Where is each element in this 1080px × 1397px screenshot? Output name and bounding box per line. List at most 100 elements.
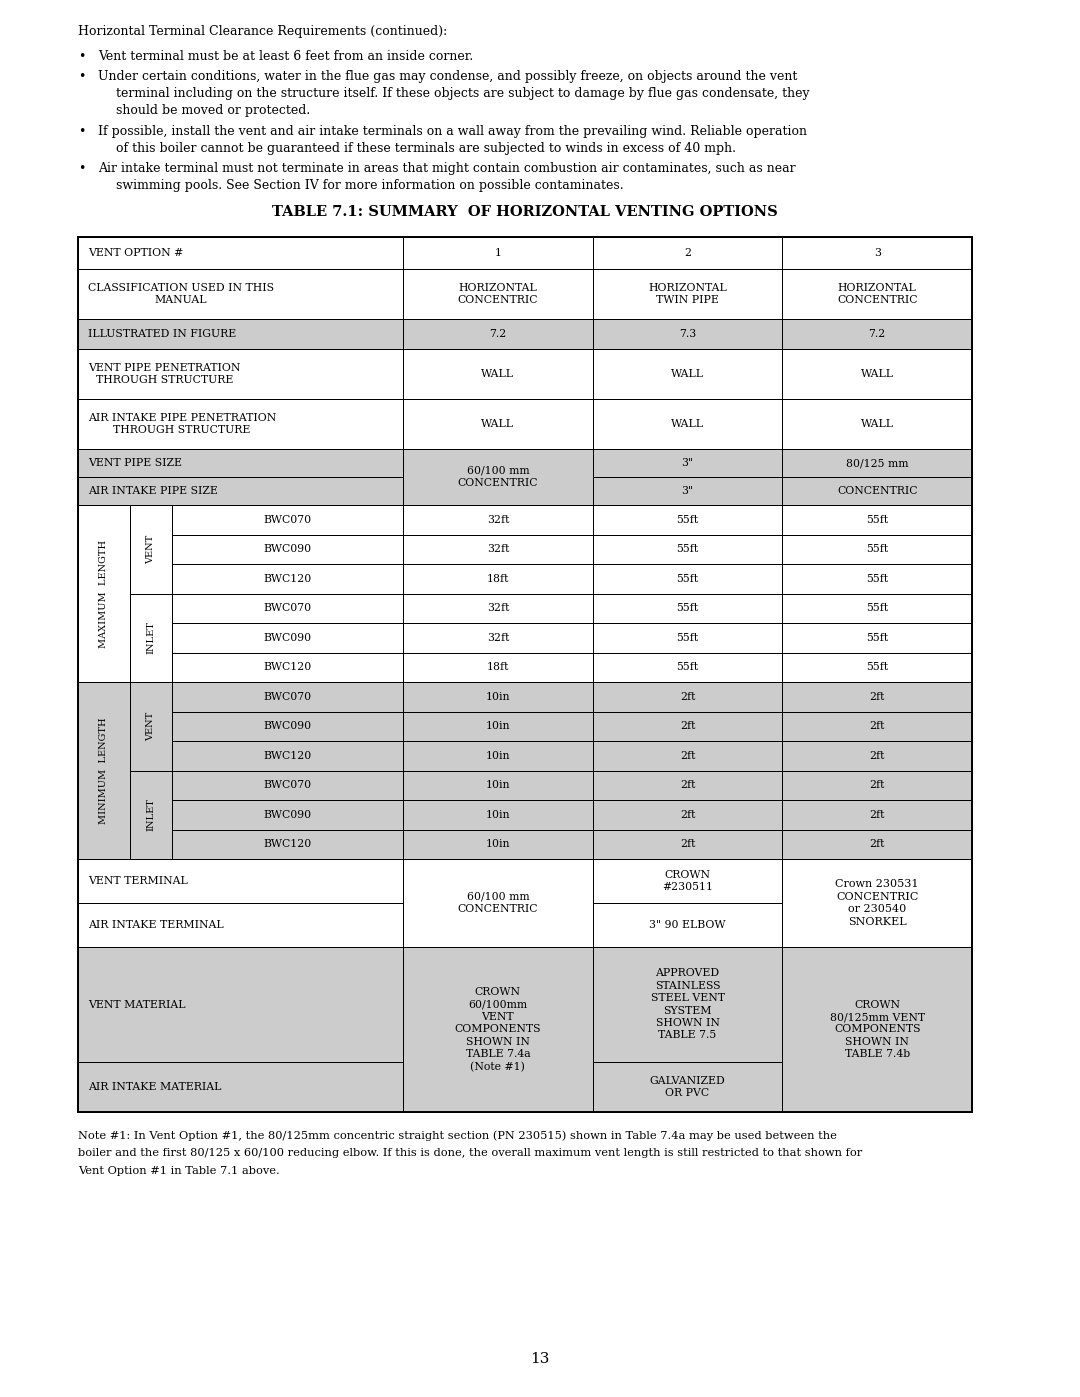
Text: AIR INTAKE PIPE PENETRATION
THROUGH STRUCTURE: AIR INTAKE PIPE PENETRATION THROUGH STRU… (87, 412, 276, 436)
Text: BWC120: BWC120 (264, 662, 312, 672)
Text: 1: 1 (495, 249, 501, 258)
Text: HORIZONTAL
CONCENTRIC: HORIZONTAL CONCENTRIC (458, 282, 538, 305)
Text: boiler and the first 80/125 x 60/100 reducing elbow. If this is done, the overal: boiler and the first 80/125 x 60/100 red… (78, 1148, 862, 1158)
Bar (593, 1062, 782, 1112)
Text: 55ft: 55ft (676, 574, 699, 584)
Bar (130, 771, 172, 859)
Text: BWC120: BWC120 (264, 750, 312, 761)
Bar (782, 947, 972, 1112)
Bar (403, 830, 593, 859)
Text: 2ft: 2ft (679, 810, 696, 820)
Bar (593, 830, 782, 859)
Bar (593, 476, 782, 504)
Text: 55ft: 55ft (676, 604, 699, 613)
Text: 10in: 10in (486, 840, 510, 849)
Bar (782, 740, 972, 771)
Text: AIR INTAKE PIPE SIZE: AIR INTAKE PIPE SIZE (87, 486, 218, 496)
Text: HORIZONTAL
CONCENTRIC: HORIZONTAL CONCENTRIC (837, 282, 917, 305)
Text: AIR INTAKE TERMINAL: AIR INTAKE TERMINAL (87, 921, 224, 930)
Text: 2ft: 2ft (869, 692, 885, 701)
Text: Vent terminal must be at least 6 feet from an inside corner.: Vent terminal must be at least 6 feet fr… (98, 50, 473, 63)
Text: CLASSIFICATION USED IN THIS
MANUAL: CLASSIFICATION USED IN THIS MANUAL (87, 282, 274, 305)
Text: CROWN
60/100mm
VENT
COMPONENTS
SHOWN IN
TABLE 7.4a
(Note #1): CROWN 60/100mm VENT COMPONENTS SHOWN IN … (455, 988, 541, 1071)
Text: 55ft: 55ft (866, 514, 888, 525)
Bar (782, 800, 972, 830)
Bar (172, 711, 403, 740)
Text: 10in: 10in (486, 721, 510, 731)
Text: 80/125 mm: 80/125 mm (846, 458, 908, 468)
Bar (172, 682, 403, 711)
Bar (782, 476, 972, 504)
Text: 3: 3 (874, 249, 880, 258)
Text: WALL: WALL (482, 369, 514, 379)
Text: •: • (78, 162, 85, 175)
Text: 3": 3" (681, 458, 693, 468)
Text: BWC120: BWC120 (264, 574, 312, 584)
Text: 10in: 10in (486, 750, 510, 761)
Text: 55ft: 55ft (676, 514, 699, 525)
Bar (593, 800, 782, 830)
Text: Crown 230531
CONCENTRIC
or 230540
SNORKEL: Crown 230531 CONCENTRIC or 230540 SNORKE… (836, 879, 919, 926)
Text: 2ft: 2ft (679, 781, 696, 791)
Text: Vent Option #1 in Table 7.1 above.: Vent Option #1 in Table 7.1 above. (78, 1166, 280, 1176)
Text: 2ft: 2ft (869, 810, 885, 820)
Text: 7.2: 7.2 (868, 330, 886, 339)
Text: should be moved or protected.: should be moved or protected. (116, 103, 310, 117)
Text: CROWN
#230511: CROWN #230511 (662, 870, 713, 893)
Bar (593, 448, 782, 476)
Text: BWC090: BWC090 (264, 545, 311, 555)
Text: 2ft: 2ft (869, 781, 885, 791)
Text: WALL: WALL (861, 369, 893, 379)
Text: VENT OPTION #: VENT OPTION # (87, 249, 184, 258)
Bar (130, 682, 172, 771)
Bar (172, 830, 403, 859)
Text: ILLUSTRATED IN FIGURE: ILLUSTRATED IN FIGURE (87, 330, 237, 339)
Bar (593, 771, 782, 800)
Text: CROWN
80/125mm VENT
COMPONENTS
SHOWN IN
TABLE 7.4b: CROWN 80/125mm VENT COMPONENTS SHOWN IN … (829, 1000, 924, 1059)
Bar (78, 682, 130, 859)
Bar (403, 771, 593, 800)
Text: 55ft: 55ft (866, 545, 888, 555)
Bar (782, 771, 972, 800)
Text: 2ft: 2ft (869, 750, 885, 761)
Bar (78, 448, 403, 476)
Text: •: • (78, 50, 85, 63)
Text: 2ft: 2ft (869, 721, 885, 731)
Text: 2ft: 2ft (679, 692, 696, 701)
Text: 55ft: 55ft (676, 633, 699, 643)
Text: BWC070: BWC070 (264, 514, 311, 525)
Text: 55ft: 55ft (866, 633, 888, 643)
Bar (78, 947, 403, 1062)
Text: swimming pools. See Section IV for more information on possible contaminates.: swimming pools. See Section IV for more … (116, 179, 623, 191)
Bar (403, 711, 593, 740)
Text: 32ft: 32ft (487, 545, 509, 555)
Bar (782, 830, 972, 859)
Bar (593, 711, 782, 740)
Text: BWC120: BWC120 (264, 840, 312, 849)
Bar (78, 476, 403, 504)
Text: 55ft: 55ft (866, 604, 888, 613)
Text: WALL: WALL (671, 369, 704, 379)
Text: 32ft: 32ft (487, 633, 509, 643)
Text: If possible, install the vent and air intake terminals on a wall away from the p: If possible, install the vent and air in… (98, 124, 807, 138)
Text: 2: 2 (684, 249, 691, 258)
Text: 2ft: 2ft (869, 840, 885, 849)
Bar (782, 682, 972, 711)
Bar (78, 319, 403, 349)
Bar (593, 319, 782, 349)
Text: 55ft: 55ft (676, 545, 699, 555)
Bar (172, 740, 403, 771)
Text: BWC070: BWC070 (264, 781, 311, 791)
Bar (593, 682, 782, 711)
Text: INLET: INLET (147, 622, 156, 654)
Text: 10in: 10in (486, 810, 510, 820)
Text: 60/100 mm
CONCENTRIC: 60/100 mm CONCENTRIC (458, 465, 538, 488)
Bar (403, 319, 593, 349)
Text: 32ft: 32ft (487, 514, 509, 525)
Text: VENT: VENT (147, 535, 156, 564)
Text: Under certain conditions, water in the flue gas may condense, and possibly freez: Under certain conditions, water in the f… (98, 70, 797, 82)
Text: 60/100 mm
CONCENTRIC: 60/100 mm CONCENTRIC (458, 891, 538, 914)
Text: 3" 90 ELBOW: 3" 90 ELBOW (649, 921, 726, 930)
Text: WALL: WALL (861, 419, 893, 429)
Bar (130, 594, 172, 682)
